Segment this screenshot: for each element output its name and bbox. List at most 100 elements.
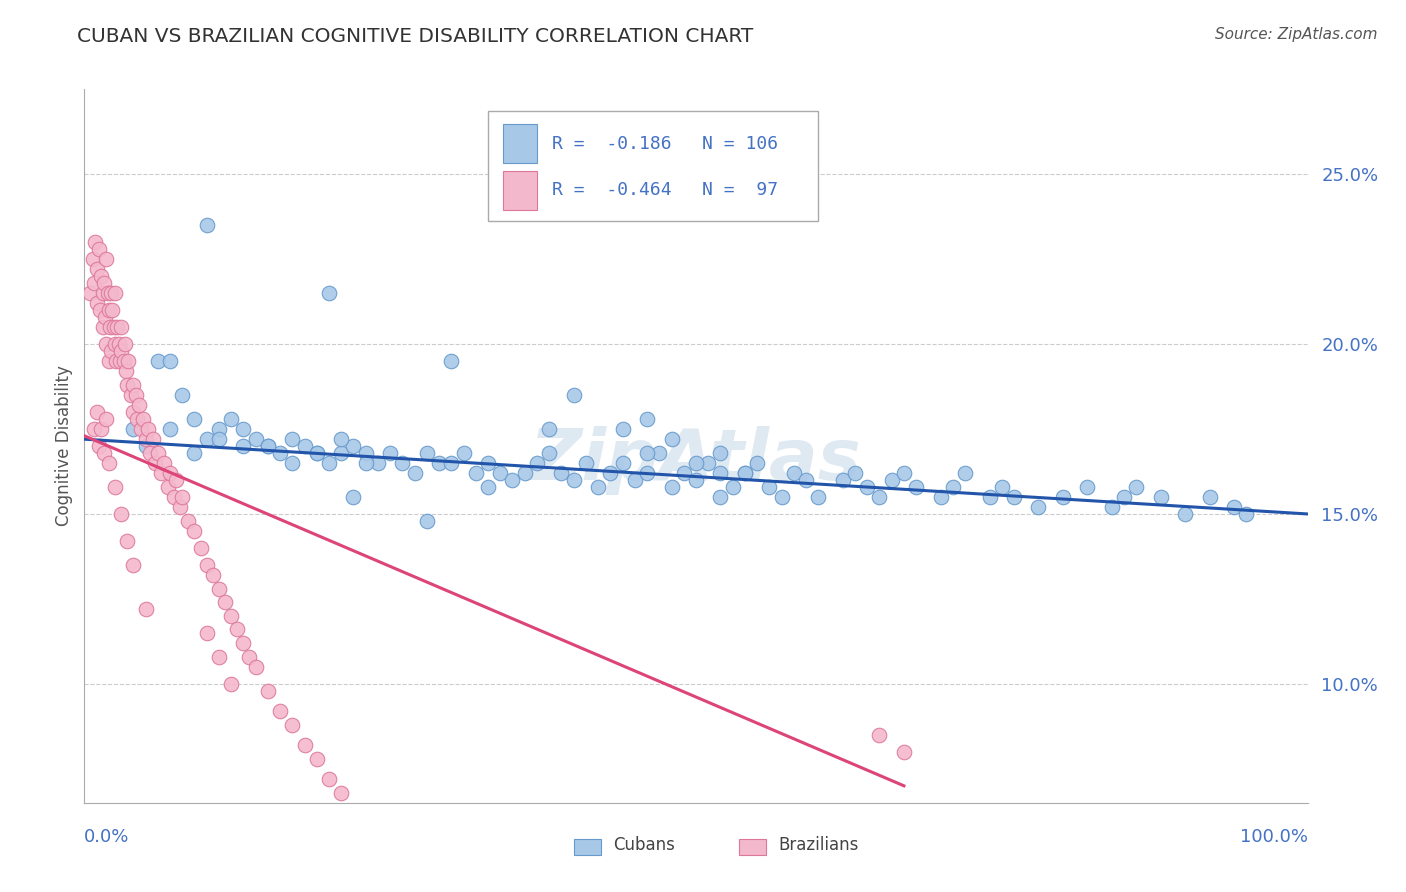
Point <box>330 432 353 446</box>
Point <box>146 354 169 368</box>
Point <box>136 422 159 436</box>
Point <box>97 286 120 301</box>
Point <box>219 677 242 691</box>
Point <box>115 534 138 549</box>
Point <box>139 446 162 460</box>
Point <box>893 466 915 480</box>
Point <box>979 490 1001 504</box>
Point <box>318 772 340 786</box>
Point <box>856 480 879 494</box>
Point <box>942 480 965 494</box>
Point <box>232 439 254 453</box>
Point <box>132 412 155 426</box>
Point <box>991 480 1014 494</box>
Point <box>612 456 634 470</box>
Point <box>294 738 316 752</box>
Point <box>453 446 475 460</box>
Point <box>97 354 120 368</box>
Point <box>115 377 138 392</box>
Point <box>125 388 148 402</box>
Point <box>612 422 634 436</box>
Point <box>538 446 561 460</box>
Point <box>367 840 389 855</box>
Point <box>586 480 609 494</box>
Point <box>404 466 426 480</box>
Point <box>281 456 304 470</box>
Point <box>734 466 756 480</box>
Point <box>208 649 231 664</box>
Point <box>190 541 212 555</box>
Point <box>83 422 105 436</box>
Point <box>661 480 683 494</box>
Point <box>636 412 658 426</box>
Text: CUBAN VS BRAZILIAN COGNITIVE DISABILITY CORRELATION CHART: CUBAN VS BRAZILIAN COGNITIVE DISABILITY … <box>77 27 754 45</box>
Point <box>1236 507 1258 521</box>
Point <box>661 432 683 446</box>
Point <box>159 422 181 436</box>
Point <box>165 473 187 487</box>
Point <box>440 354 463 368</box>
Point <box>208 582 231 596</box>
Point <box>94 310 117 324</box>
Point <box>201 568 224 582</box>
Point <box>214 595 236 609</box>
Text: ZipAtlas: ZipAtlas <box>530 425 862 495</box>
Point <box>1223 500 1246 515</box>
Point <box>869 490 891 504</box>
Point <box>245 660 267 674</box>
Point <box>96 252 118 266</box>
Point <box>219 412 242 426</box>
Point <box>953 466 976 480</box>
Point <box>269 704 291 718</box>
Point <box>1198 490 1220 504</box>
Point <box>82 252 104 266</box>
Point <box>1174 507 1197 521</box>
Point <box>112 354 135 368</box>
Point <box>135 439 157 453</box>
Point <box>391 456 413 470</box>
Point <box>150 466 173 480</box>
Point <box>100 286 122 301</box>
Point <box>269 446 291 460</box>
Point <box>97 303 120 318</box>
Point <box>90 269 112 284</box>
Point <box>477 456 499 470</box>
Point <box>318 456 340 470</box>
Point <box>807 490 830 504</box>
Point <box>183 446 205 460</box>
Point <box>550 466 572 480</box>
Point <box>489 466 512 480</box>
Point <box>562 388 585 402</box>
Point <box>89 303 111 318</box>
Text: N =  97: N = 97 <box>702 181 778 199</box>
Point <box>648 446 671 460</box>
Point <box>96 412 118 426</box>
Point <box>257 439 280 453</box>
Point <box>159 466 181 480</box>
Point <box>135 602 157 616</box>
Point <box>575 456 598 470</box>
Point <box>208 432 231 446</box>
Text: N = 106: N = 106 <box>702 135 778 153</box>
Point <box>117 354 139 368</box>
Point <box>672 466 695 480</box>
Text: Brazilians: Brazilians <box>778 837 858 855</box>
Point <box>104 480 127 494</box>
Point <box>87 439 110 453</box>
Point <box>1076 480 1098 494</box>
Point <box>159 354 181 368</box>
Point <box>87 242 110 256</box>
Point <box>93 276 115 290</box>
Text: R =  -0.464: R = -0.464 <box>551 181 671 199</box>
Point <box>636 446 658 460</box>
Point <box>120 388 142 402</box>
Point <box>122 405 145 419</box>
Point <box>1002 490 1025 504</box>
Point <box>122 422 145 436</box>
Point <box>831 473 853 487</box>
Point <box>599 466 621 480</box>
Point <box>238 649 260 664</box>
Point <box>929 490 952 504</box>
Point <box>893 745 915 759</box>
Point <box>128 398 150 412</box>
